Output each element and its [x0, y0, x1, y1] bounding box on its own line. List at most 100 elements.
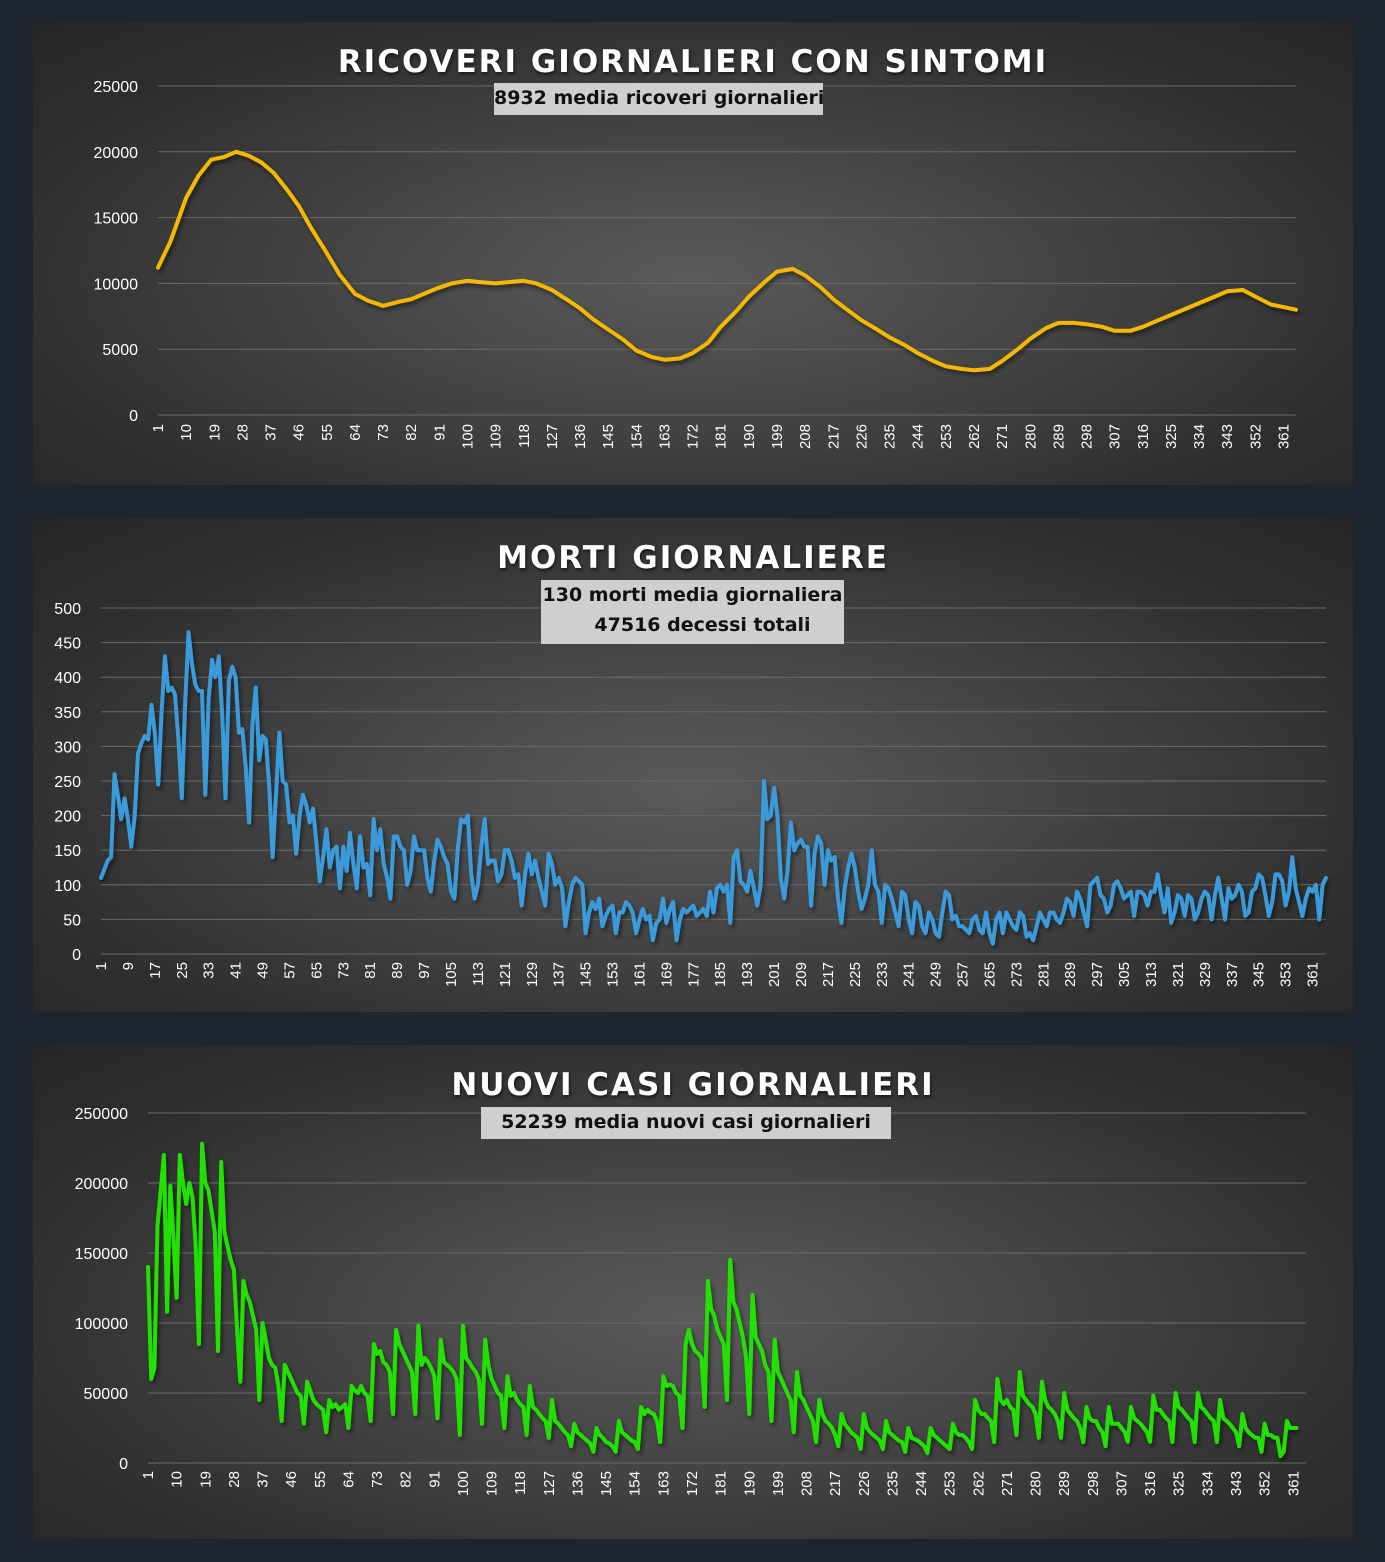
x-tick-label: 298 — [1079, 424, 1096, 449]
x-tick-label: 64 — [340, 1471, 357, 1488]
x-tick-label: 19 — [197, 1471, 214, 1488]
x-tick-label: 253 — [938, 424, 955, 449]
y-tick-label: 450 — [54, 636, 81, 653]
annotation-line: 8932 media ricoveri giornalieri — [494, 87, 825, 109]
x-tick-label: 193 — [739, 962, 756, 987]
y-tick-label: 250000 — [75, 1106, 128, 1123]
x-tick-label: 289 — [1056, 1471, 1073, 1496]
x-tick-label: 82 — [403, 424, 420, 441]
x-tick-label: 225 — [847, 962, 864, 987]
x-tick-label: 271 — [999, 1471, 1016, 1496]
y-tick-label: 0 — [72, 947, 81, 964]
x-tick-label: 307 — [1113, 1471, 1130, 1496]
x-tick-label: 121 — [497, 962, 514, 987]
x-tick-label: 55 — [312, 1471, 329, 1488]
x-tick-label: 257 — [955, 962, 972, 987]
x-tick-label: 136 — [572, 424, 589, 449]
x-tick-label: 361 — [1305, 962, 1322, 987]
x-tick-label: 105 — [443, 962, 460, 987]
x-tick-label: 118 — [516, 424, 533, 448]
x-tick-label: 145 — [600, 424, 617, 449]
chart-panel-nuovi-casi: 0 50000 100000 150000 200000 250000 1 10 19 28 37 4… — [33, 1045, 1353, 1539]
x-tick-label: 185 — [712, 962, 729, 987]
y-tick-label: 300 — [54, 739, 81, 756]
x-tick-label: 127 — [544, 424, 561, 449]
x-tick-label: 235 — [884, 1471, 901, 1496]
x-tick-label: 82 — [398, 1471, 415, 1488]
x-tick-label: 97 — [416, 962, 433, 979]
y-tick-label: 350 — [54, 705, 81, 722]
x-tick-label: 289 — [1050, 424, 1067, 449]
y-tick-label: 15000 — [94, 211, 139, 228]
x-tick-label: 190 — [741, 424, 758, 449]
x-tick-label: 217 — [825, 424, 842, 449]
x-tick-label: 297 — [1089, 962, 1106, 987]
x-tick-label: 1 — [140, 1471, 157, 1479]
x-tick-label: 305 — [1116, 962, 1133, 987]
x-tick-label: 154 — [628, 424, 645, 449]
x-tick-label: 343 — [1219, 424, 1236, 449]
chart-morti: 0 50 100 150 200 250 300 350 400 450 500 1 9 17 25 33 41… — [54, 601, 1328, 987]
x-tick-label: 57 — [281, 962, 298, 979]
y-tick-label: 400 — [54, 670, 81, 687]
y-tick-label: 100000 — [75, 1316, 128, 1333]
x-tick-label: 91 — [431, 424, 448, 441]
x-tick-label: 352 — [1257, 1471, 1274, 1496]
x-tick-label: 244 — [913, 1471, 930, 1496]
x-tick-label: 249 — [928, 962, 945, 987]
x-tick-label: 161 — [631, 962, 648, 987]
x-tick-label: 73 — [335, 962, 352, 979]
x-tick-label: 201 — [766, 962, 783, 987]
x-tick-label: 233 — [874, 962, 891, 987]
y-tick-label: 50 — [63, 912, 81, 929]
chart-title: MORTI GIORNALIERE — [497, 540, 889, 576]
x-tick-label: 163 — [656, 424, 673, 449]
y-tick-label: 200000 — [75, 1176, 128, 1193]
x-tick-label: 46 — [283, 1471, 300, 1488]
x-tick-label: 73 — [369, 1471, 386, 1488]
x-tick-label: 316 — [1142, 1471, 1159, 1496]
chart-panel-ricoveri: 0 5000 10000 15000 20000 25000 1 10 19 28 37 46 55 64… — [33, 22, 1353, 485]
x-tick-label: 199 — [770, 1471, 787, 1496]
x-tick-label: 241 — [901, 962, 918, 987]
x-tick-label: 280 — [1022, 424, 1039, 449]
x-tick-label: 100 — [455, 1471, 472, 1496]
x-tick-label: 307 — [1107, 424, 1124, 449]
x-tick-label: 262 — [970, 1471, 987, 1496]
x-tick-label: 217 — [827, 1471, 844, 1496]
x-tick-label: 190 — [741, 1471, 758, 1496]
x-tick-label: 316 — [1135, 424, 1152, 449]
series-line — [146, 1141, 1299, 1458]
x-tick-label: 9 — [120, 962, 137, 970]
y-tick-label: 150000 — [75, 1246, 128, 1263]
y-tick-label: 200 — [54, 809, 81, 826]
x-tick-label: 163 — [655, 1471, 672, 1496]
x-tick-label: 10 — [169, 1471, 186, 1488]
chart-title: RICOVERI GIORNALIERI CON SINTOMI — [337, 44, 1049, 80]
y-tick-label: 20000 — [94, 145, 139, 162]
x-tick-label: 19 — [206, 424, 223, 441]
y-tick-label: 150 — [54, 843, 81, 860]
y-tick-label: 5000 — [102, 342, 138, 359]
y-tick-label: 250 — [54, 774, 81, 791]
x-tick-label: 137 — [551, 962, 568, 987]
x-tick-label: 145 — [578, 962, 595, 987]
y-tick-label: 10000 — [94, 276, 139, 293]
x-tick-label: 55 — [319, 424, 336, 441]
x-tick-label: 46 — [291, 424, 308, 441]
annotation-line: 130 morti media giornaliera — [542, 584, 843, 606]
x-tick-label: 181 — [713, 1471, 730, 1496]
y-tick-label: 25000 — [94, 79, 139, 96]
x-tick-label: 169 — [658, 962, 675, 987]
chart-panel-morti: 0 50 100 150 200 250 300 350 400 450 500 1 9 17 25 33 41… — [33, 518, 1353, 1012]
x-tick-label: 100 — [460, 424, 477, 449]
x-tick-label: 33 — [201, 962, 218, 979]
x-tick-label: 17 — [147, 962, 164, 979]
x-tick-label: 208 — [799, 1471, 816, 1496]
x-tick-label: 113 — [470, 962, 487, 986]
x-tick-label: 298 — [1085, 1471, 1102, 1496]
x-tick-label: 226 — [856, 1471, 873, 1496]
x-tick-label: 209 — [793, 962, 810, 987]
x-tick-label: 208 — [797, 424, 814, 449]
x-tick-label: 41 — [228, 962, 245, 979]
